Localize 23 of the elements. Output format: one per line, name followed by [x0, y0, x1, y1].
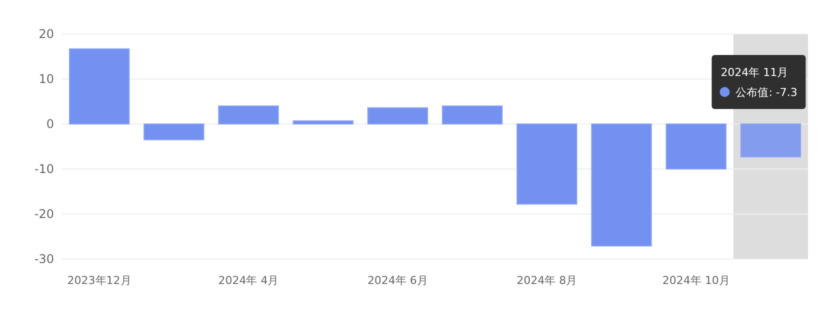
y-tick-label: 10: [38, 72, 54, 86]
x-tick-label: 2024年 8月: [516, 274, 578, 287]
bar: [68, 48, 130, 124]
bar: [591, 124, 652, 246]
x-tick-label: 2024年 6月: [367, 274, 428, 287]
y-tick-label: 0: [46, 117, 54, 131]
bar: [218, 106, 279, 124]
x-tick-label: 2024年 4月: [218, 274, 279, 287]
annotation: 2024年 11月: [720, 66, 788, 79]
bar: [367, 107, 428, 124]
y-tick-label: -30: [34, 252, 54, 266]
y-tick-label: -10: [34, 162, 54, 176]
annotation: 公布值: -7.3: [736, 86, 798, 99]
bar: [144, 124, 204, 140]
bar: [516, 124, 578, 205]
x-tick-label: 2024年 10月: [662, 274, 730, 287]
y-tick-label: -20: [34, 207, 54, 221]
bar: [740, 124, 802, 158]
y-tick-label: 20: [38, 27, 54, 41]
bar: [442, 106, 503, 124]
x-tick-label: 2023年12月: [67, 274, 132, 287]
bar: [666, 124, 726, 170]
bar: [292, 120, 354, 124]
